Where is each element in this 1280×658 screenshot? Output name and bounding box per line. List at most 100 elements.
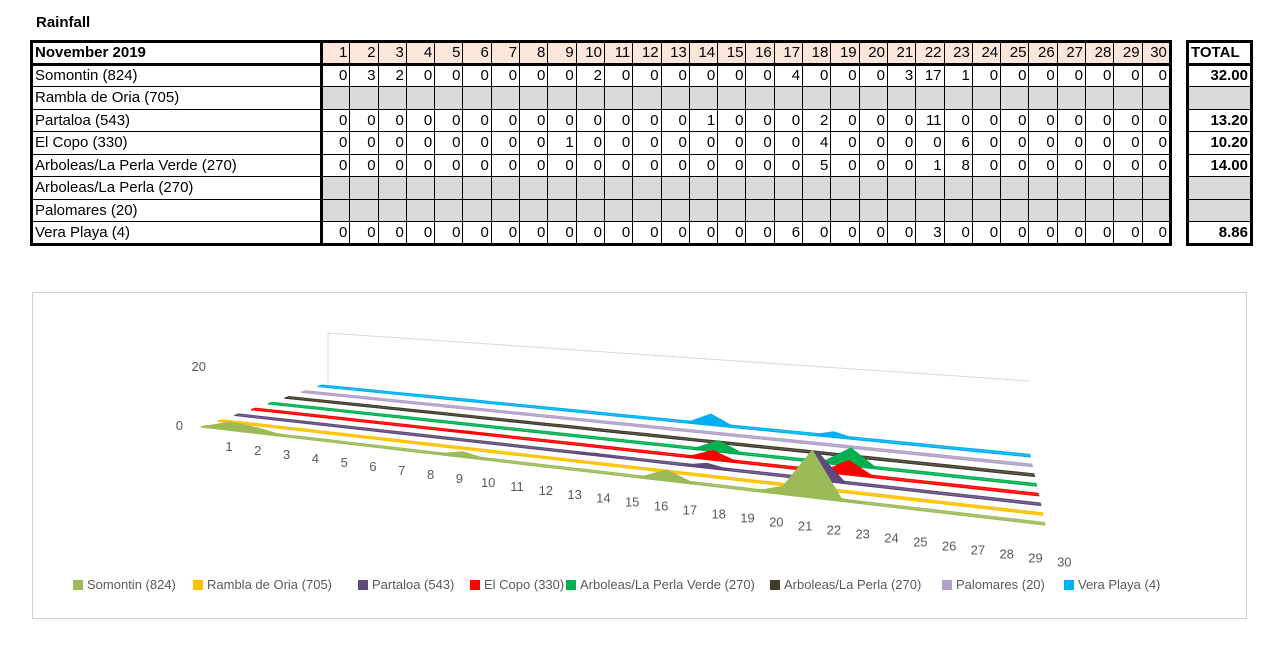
empty-cell	[943, 86, 973, 110]
rainfall-table: November 2019 1 2 3 4 5 6 7 8 9 10 11 12 13 14 15 16 17 18…	[30, 40, 1172, 246]
empty-cell	[1113, 198, 1143, 222]
rain-cell: 0	[349, 221, 379, 245]
rain-cell: 0	[575, 221, 605, 245]
series-area[interactable]	[251, 409, 1039, 497]
rain-cell: 0	[632, 153, 662, 177]
empty-cell	[519, 86, 549, 110]
empty-cell	[1085, 176, 1115, 200]
x-tick-label: 17	[683, 503, 697, 518]
total-row	[1187, 86, 1252, 110]
empty-cell	[575, 198, 605, 222]
rain-cell: 0	[1000, 153, 1030, 177]
rain-cell: 0	[745, 221, 775, 245]
rain-cell: 0	[434, 153, 464, 177]
rain-cell: 0	[434, 131, 464, 155]
legend-swatch	[942, 580, 952, 590]
empty-cell	[688, 198, 719, 222]
day-header: 27	[1056, 41, 1087, 66]
rain-cell: 0	[519, 221, 549, 245]
table-row: Somontin (824) 0 3 2 0 0 0 0 0 0 2 0 0 0 0 0 0 4 0 0 0 3 17 1 0 0…	[31, 63, 1171, 87]
series-area[interactable]	[301, 391, 1033, 468]
legend-swatch	[193, 580, 203, 590]
day-header: 11	[603, 41, 634, 66]
empty-cell	[1056, 86, 1087, 110]
rain-cell: 0	[349, 153, 379, 177]
rain-cell: 0	[490, 131, 521, 155]
rain-cell: 6	[773, 221, 804, 245]
series-area[interactable]	[317, 386, 1031, 458]
rain-cell: 0	[745, 131, 775, 155]
empty-cell	[547, 86, 577, 110]
rain-cell: 0	[688, 131, 719, 155]
rain-cell: 0	[1028, 221, 1058, 245]
rain-cell: 0	[1028, 63, 1058, 87]
x-tick-label: 3	[283, 447, 290, 462]
total-row: 13.20	[1187, 108, 1252, 132]
series-area[interactable]	[217, 420, 1043, 516]
series-area[interactable]	[234, 414, 1041, 506]
day-header: 9	[547, 41, 577, 66]
empty-cell	[575, 86, 605, 110]
rain-cell: 0	[1113, 63, 1143, 87]
day-header: 16	[745, 41, 775, 66]
rain-cell: 0	[575, 153, 605, 177]
station-name: Arboleas/La Perla (270)	[31, 176, 323, 200]
x-tick-label: 7	[398, 463, 405, 478]
station-name: Rambla de Oria (705)	[31, 86, 323, 110]
x-tick-label: 30	[1057, 554, 1071, 569]
empty-cell	[745, 86, 775, 110]
rain-cell: 0	[462, 108, 492, 132]
legend-swatch	[566, 580, 576, 590]
series-area[interactable]	[284, 397, 1035, 477]
rain-cell: 0	[858, 108, 888, 132]
rain-cell: 0	[830, 221, 860, 245]
rain-cell: 0	[1028, 153, 1058, 177]
empty-cell	[1028, 176, 1058, 200]
empty-cell	[490, 86, 521, 110]
rain-cell: 0	[802, 63, 832, 87]
rain-cell: 0	[1085, 221, 1115, 245]
empty-cell	[1028, 86, 1058, 110]
empty-cell	[377, 86, 407, 110]
rain-cell: 0	[434, 221, 464, 245]
rain-cell: 0	[462, 131, 492, 155]
rain-cell: 0	[519, 108, 549, 132]
total-cell: 13.20	[1187, 108, 1252, 132]
empty-cell	[490, 176, 521, 200]
rain-cell: 0	[632, 131, 662, 155]
empty-cell	[1000, 198, 1030, 222]
total-row: 8.86	[1187, 221, 1252, 245]
x-tick-label: 10	[481, 475, 495, 490]
x-tick-label: 16	[654, 499, 668, 514]
rain-cell: 0	[1000, 221, 1030, 245]
rain-cell: 0	[490, 221, 521, 245]
table-row: Rambla de Oria (705)	[31, 86, 1171, 110]
rain-cell: 0	[745, 108, 775, 132]
series-area[interactable]	[200, 421, 1046, 526]
table-row: Partaloa (543) 0 0 0 0 0 0 0 0 0 0 0 0 0 1 0 0 0 2 0 0 0 11 0 0 0…	[31, 108, 1171, 132]
rain-cell: 17	[915, 63, 945, 87]
empty-cell	[858, 198, 888, 222]
rain-cell: 0	[886, 108, 917, 132]
rain-cell: 0	[547, 221, 577, 245]
rain-cell: 3	[886, 63, 917, 87]
x-tick-label: 18	[711, 507, 725, 522]
empty-cell	[575, 176, 605, 200]
day-header: 24	[971, 41, 1002, 66]
empty-cell	[688, 176, 719, 200]
rain-cell: 3	[349, 63, 379, 87]
rain-cell: 0	[632, 221, 662, 245]
empty-cell	[886, 176, 917, 200]
rain-cell: 0	[1113, 221, 1143, 245]
empty-cell	[717, 176, 747, 200]
rain-cell: 2	[575, 63, 605, 87]
empty-cell	[1000, 86, 1030, 110]
rain-cell: 0	[1141, 131, 1171, 155]
day-header: 18	[802, 41, 832, 66]
station-name: Partaloa (543)	[31, 108, 323, 132]
rainfall-chart[interactable]: 0 20 1 2 3 4 5 6 7 8 9 10 11 12 13 14 15 16 17 18 19 20 21 22 23…	[32, 292, 1247, 619]
total-row: 14.00	[1187, 153, 1252, 177]
empty-cell	[320, 198, 351, 222]
empty-cell	[434, 86, 464, 110]
rain-cell: 0	[688, 63, 719, 87]
